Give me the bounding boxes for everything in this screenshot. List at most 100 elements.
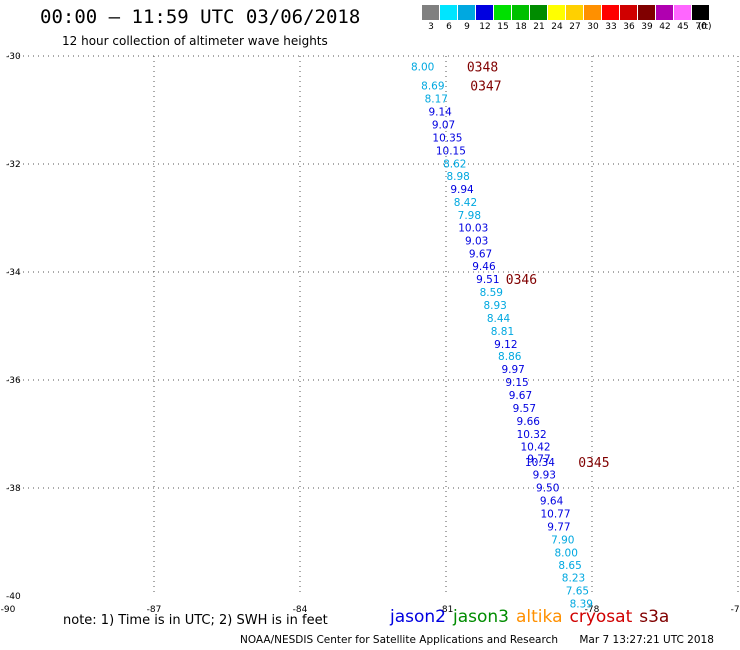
data-label: 7.98 [458, 210, 481, 222]
satellite-name: altika [516, 607, 563, 627]
data-label: 8.42 [454, 197, 477, 209]
legend-unit: (ft) [698, 22, 712, 32]
data-label: 8.93 [483, 300, 506, 312]
data-label: 8.62 [443, 158, 466, 170]
satellite-name: cryosat [569, 607, 633, 627]
legend-label: 21 [533, 22, 545, 32]
time-label: 0347 [470, 80, 501, 95]
legend-swatch [602, 5, 620, 20]
legend-label: 36 [623, 22, 635, 32]
legend-labels: 3 6 9 12 15 18 21 24 27 30 33 36 39 42 45 70 [422, 20, 710, 32]
data-label: 10.32 [517, 429, 547, 441]
legend-label: 30 [587, 22, 599, 32]
credit-text: NOAA/NESDIS Center for Satellite Applica… [240, 634, 558, 646]
data-label: 9.15 [505, 377, 528, 389]
data-label: 9.77 [547, 521, 570, 533]
data-label: 8.44 [487, 313, 511, 325]
satellite-name: s3a [639, 607, 670, 627]
legend-label: 18 [515, 22, 527, 32]
color-legend: 3 6 9 12 15 18 21 24 27 30 33 36 39 42 45 70 [422, 5, 710, 32]
data-label: 8.98 [446, 171, 469, 183]
y-tick-label: -34 [6, 268, 21, 278]
y-tick-label: -36 [6, 376, 21, 386]
legend-swatch [566, 5, 584, 20]
legend-swatch [422, 5, 440, 20]
legend-label: 15 [497, 22, 509, 32]
x-tick-label: -78 [585, 605, 600, 615]
data-label: 9.50 [536, 482, 559, 494]
legend-swatch [494, 5, 512, 20]
data-label: 9.94 [450, 184, 474, 196]
data-label: 8.00 [411, 61, 434, 73]
legend-label: 9 [464, 22, 470, 32]
page-subtitle: 12 hour collection of altimeter wave hei… [62, 34, 328, 48]
data-label: 8.69 [421, 81, 444, 93]
data-label: 9.67 [509, 390, 532, 402]
legend-label: 45 [677, 22, 689, 32]
time-label: 0346 [506, 273, 537, 288]
legend-swatch [584, 5, 602, 20]
legend-swatch [656, 5, 674, 20]
x-tick-label: -75 [731, 605, 740, 615]
data-label: 8.23 [562, 573, 585, 585]
data-label: 8.39 [570, 599, 593, 611]
page-title: 00:00 — 11:59 UTC 03/06/2018 [40, 6, 361, 28]
y-tick-label: -38 [6, 484, 21, 494]
y-tick-label: -40 [6, 592, 21, 602]
satellite-name: jason2 [390, 607, 446, 627]
legend-label: 42 [659, 22, 671, 32]
data-label: 9.66 [517, 416, 541, 428]
legend-swatch [530, 5, 548, 20]
data-label: 8.86 [498, 351, 522, 363]
legend-label: 6 [446, 22, 452, 32]
legend-label: 12 [479, 22, 491, 32]
x-tick-label: -87 [147, 605, 162, 615]
data-label: 8.17 [425, 94, 448, 106]
data-label: 10.03 [458, 223, 488, 235]
data-label: 9.07 [432, 120, 455, 132]
data-label: 8.65 [558, 560, 581, 572]
data-label: 9.57 [513, 403, 536, 415]
credit-footer: NOAA/NESDIS Center for Satellite Applica… [240, 634, 732, 646]
data-label: 9.93 [533, 470, 556, 482]
y-tick-label: -32 [6, 160, 21, 170]
x-tick-label: -81 [439, 605, 454, 615]
legend-swatch [674, 5, 692, 20]
legend-swatch [458, 5, 476, 20]
legend-swatch [476, 5, 494, 20]
data-label: 10.34 [525, 457, 555, 469]
data-label: 9.97 [501, 364, 524, 376]
time-label: 0348 [467, 60, 498, 75]
data-label: 9.67 [469, 249, 492, 261]
generated-time: Mar 7 13:27:21 UTC 2018 [579, 634, 714, 646]
x-tick-label: -84 [293, 605, 308, 615]
data-label: 7.90 [551, 534, 574, 546]
legend-swatches [422, 5, 710, 20]
time-label: 0345 [578, 456, 609, 471]
x-tick-label: -90 [1, 605, 16, 615]
data-label: 9.12 [494, 339, 517, 351]
data-label: 8.00 [555, 547, 578, 559]
data-label: 10.42 [521, 441, 551, 453]
footnote-note: note: 1) Time is in UTC; 2) SWH is in fe… [63, 613, 328, 628]
legend-label: 24 [551, 22, 563, 32]
data-label: 8.59 [480, 287, 503, 299]
y-tick-label: -30 [6, 52, 21, 62]
data-label: 10.77 [540, 508, 570, 520]
data-label: 9.14 [428, 107, 452, 119]
satellite-legend: jason2 jason3 altika cryosat s3a [390, 607, 676, 627]
data-label: 9.51 [476, 274, 499, 286]
data-label: 9.64 [540, 495, 564, 507]
data-label: 10.15 [436, 146, 466, 158]
data-label: 10.35 [432, 133, 462, 145]
legend-swatch [548, 5, 566, 20]
legend-label: 27 [569, 22, 581, 32]
legend-label: 39 [641, 22, 653, 32]
legend-swatch [692, 5, 710, 20]
legend-swatch [638, 5, 656, 20]
legend-swatch [620, 5, 638, 20]
satellite-name: jason3 [453, 607, 509, 627]
data-label: 7.65 [566, 586, 589, 598]
legend-swatch [440, 5, 458, 20]
